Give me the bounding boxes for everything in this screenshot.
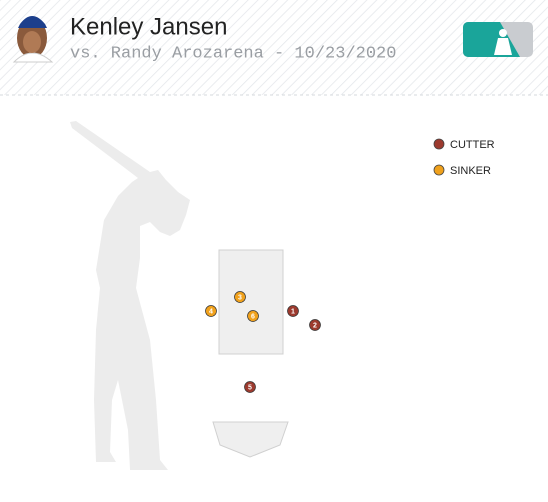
- pitch[interactable]: 2: [309, 319, 321, 331]
- home-plate: [212, 421, 289, 458]
- pitch-number: 2: [313, 322, 317, 329]
- pitch[interactable]: 3: [234, 291, 246, 303]
- pitch-number: 5: [248, 384, 252, 391]
- pitch-number: 3: [238, 294, 242, 301]
- pitch-marker: [309, 319, 321, 331]
- pitch-marker: [287, 305, 299, 317]
- pitch-number: 1: [291, 308, 295, 315]
- legend-swatch: [433, 138, 445, 150]
- pitch-number: 6: [251, 313, 255, 320]
- batter-silhouette: [70, 121, 190, 470]
- pitch[interactable]: 6: [247, 310, 259, 322]
- subtitle: vs. Randy Arozarena - 10/23/2020: [70, 44, 396, 63]
- pitch[interactable]: 5: [244, 381, 256, 393]
- legend-item[interactable]: SINKER: [433, 164, 491, 177]
- legend-item[interactable]: CUTTER: [433, 138, 495, 151]
- title: Kenley Jansen: [70, 13, 227, 40]
- player-headshot: [12, 16, 54, 63]
- header-background: [0, 0, 548, 95]
- pitch[interactable]: 1: [287, 305, 299, 317]
- pitch-marker: [205, 305, 217, 317]
- pitch-marker: [234, 291, 246, 303]
- legend-label: SINKER: [450, 165, 491, 177]
- legend-label: CUTTER: [450, 139, 495, 151]
- pitch-number: 4: [209, 308, 213, 315]
- legend: CUTTER SINKER: [433, 138, 495, 177]
- pitch[interactable]: 4: [205, 305, 217, 317]
- pitch-marker: [247, 310, 259, 322]
- strike-zone: [218, 249, 284, 355]
- pitch-marker: [244, 381, 256, 393]
- mlb-logo: [463, 22, 533, 57]
- legend-swatch: [433, 164, 445, 176]
